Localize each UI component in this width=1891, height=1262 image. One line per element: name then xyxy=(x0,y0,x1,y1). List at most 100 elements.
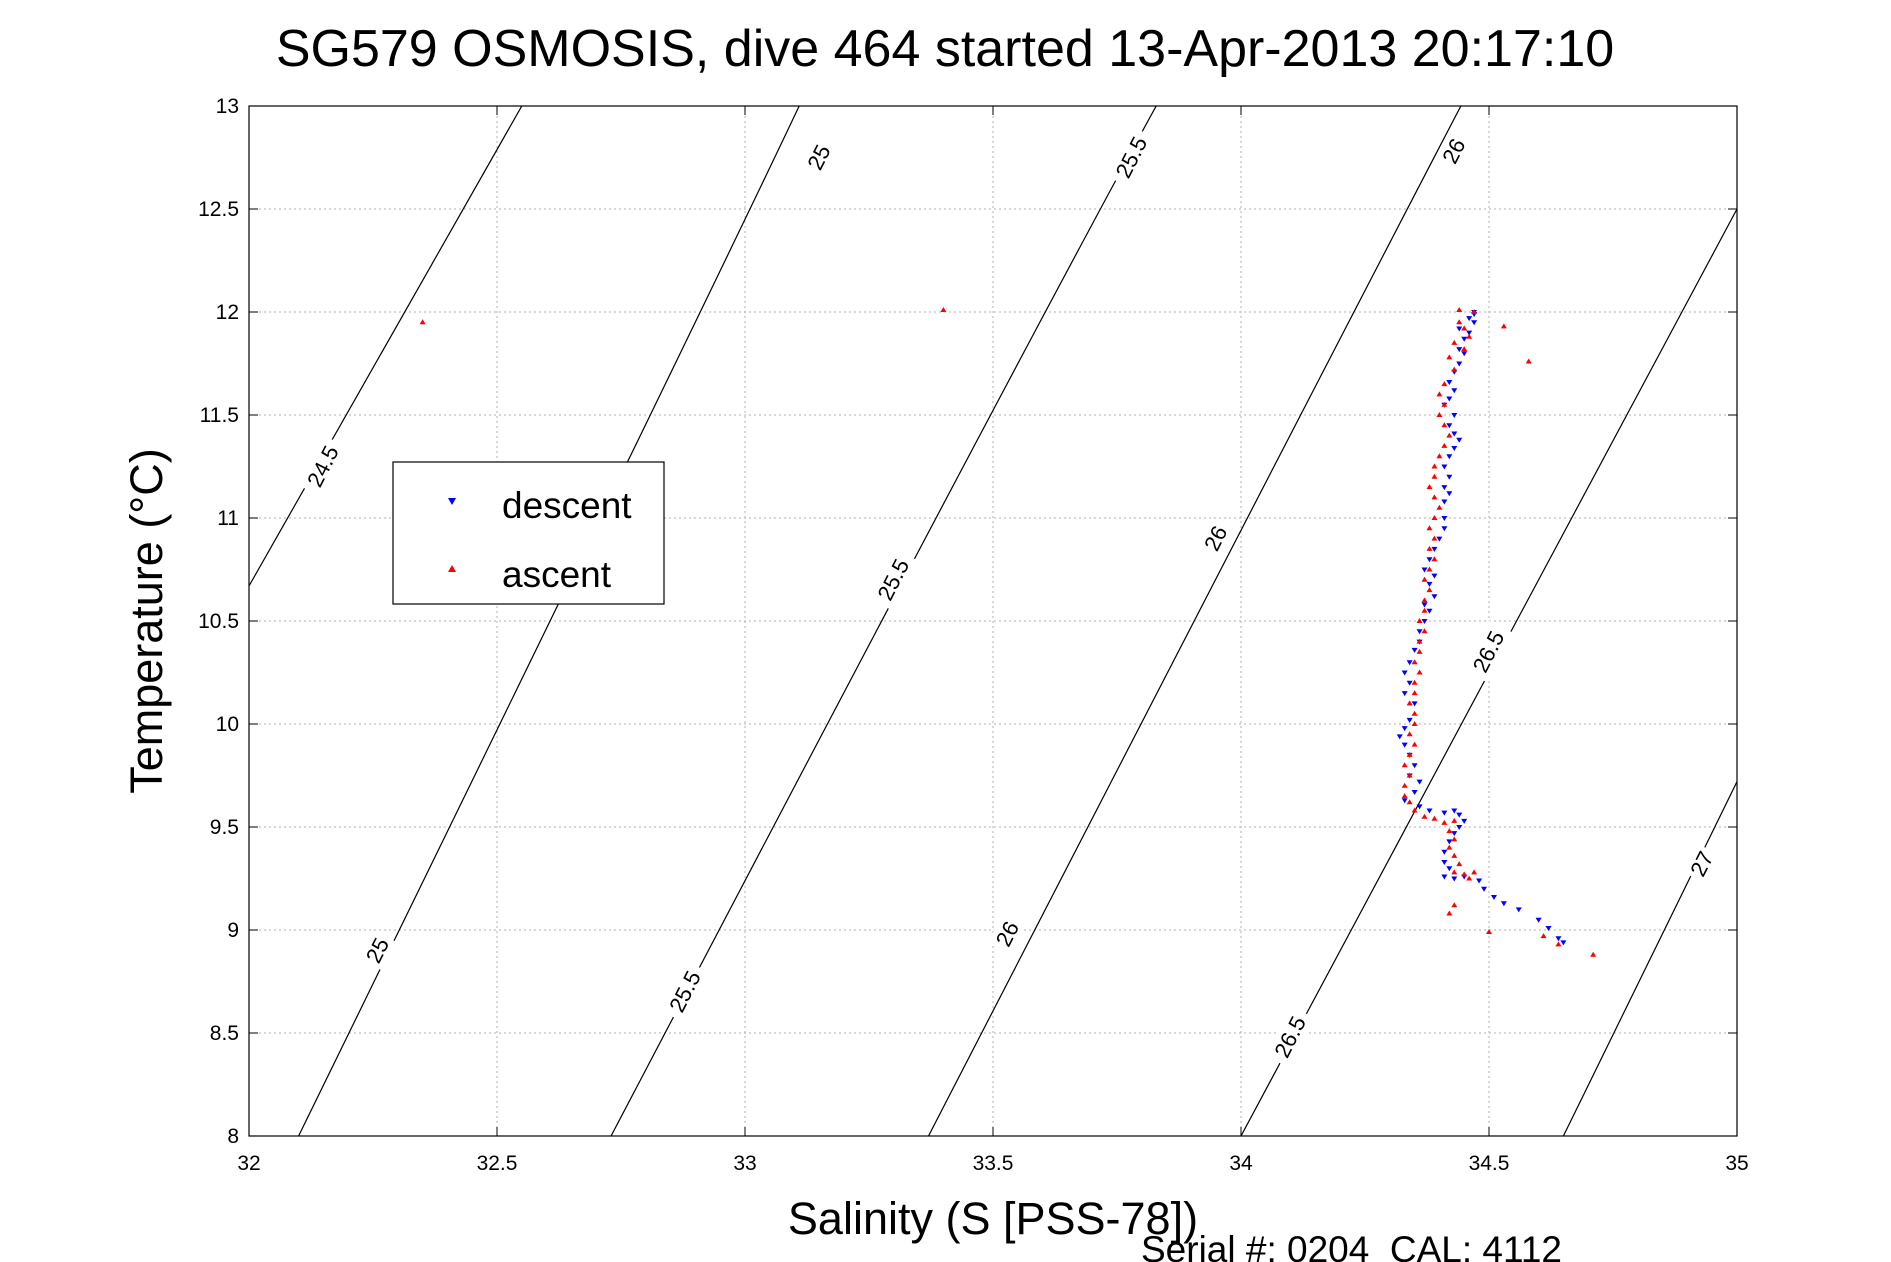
ascent-point xyxy=(1431,815,1438,821)
ascent-point xyxy=(1436,412,1443,417)
ascent-point xyxy=(1446,844,1453,850)
ascent-point xyxy=(1426,545,1433,551)
descent-point xyxy=(1416,629,1423,635)
ascent-point xyxy=(1431,535,1438,541)
descent-point xyxy=(1441,499,1448,505)
legend-box xyxy=(392,461,665,605)
y-tick-label: 12.5 xyxy=(198,198,239,221)
ascent-point xyxy=(1446,432,1453,438)
ascent-point xyxy=(1426,525,1433,531)
ascent-point xyxy=(419,319,426,325)
ascent-point xyxy=(940,306,947,312)
ascent-point xyxy=(1461,871,1468,877)
legend-marker-ascent xyxy=(448,565,456,572)
x-tick-label: 33 xyxy=(733,1152,756,1175)
descent-point xyxy=(1490,895,1497,901)
ascent-point xyxy=(1406,751,1413,757)
ascent-point xyxy=(1421,813,1428,819)
descent-point xyxy=(1416,804,1423,810)
descent-point xyxy=(1441,526,1448,532)
descent-point xyxy=(1466,330,1473,336)
ascent-point xyxy=(1471,869,1478,875)
descent-point xyxy=(1441,464,1448,470)
descent-point xyxy=(1411,763,1418,769)
ascent-point xyxy=(1406,799,1413,805)
ascent-point xyxy=(1456,861,1463,867)
ascent-point xyxy=(1426,587,1433,593)
descent-point xyxy=(1451,831,1458,837)
ascent-point xyxy=(1451,902,1458,908)
descent-point xyxy=(1401,726,1408,732)
descent-point xyxy=(1431,546,1438,552)
ascent-point xyxy=(1590,951,1597,957)
descent-point xyxy=(1426,557,1433,563)
descent-point xyxy=(1421,567,1428,573)
ascent-point xyxy=(1431,494,1438,500)
x-tick-label: 33.5 xyxy=(973,1152,1014,1175)
descent-point xyxy=(1426,581,1433,587)
descent-point xyxy=(1456,825,1463,830)
descent-point xyxy=(1441,810,1448,816)
descent-point xyxy=(1436,536,1443,542)
ascent-point xyxy=(1456,306,1463,312)
ascent-point xyxy=(1500,323,1507,329)
descent-point xyxy=(1461,336,1468,342)
ascent-point xyxy=(1426,566,1433,572)
y-tick-label: 8 xyxy=(227,1125,239,1148)
descent-point xyxy=(1451,413,1458,418)
ascent-point xyxy=(1416,618,1423,623)
ascent-point xyxy=(1555,941,1562,947)
ascent-point xyxy=(1446,910,1453,916)
x-axis-label: Salinity (S [PSS-78]) xyxy=(788,1193,1198,1244)
y-tick-label: 11.5 xyxy=(200,404,239,427)
ascent-point xyxy=(1416,669,1423,675)
ascent-point xyxy=(1461,346,1468,352)
ascent-point xyxy=(1451,817,1458,823)
descent-point xyxy=(1446,396,1453,402)
ascent-point xyxy=(1451,869,1458,875)
descent-point xyxy=(1461,351,1468,357)
descent-point xyxy=(1401,798,1408,804)
series-ascent xyxy=(419,306,1597,957)
descent-point xyxy=(1456,361,1463,367)
y-tick-label: 10.5 xyxy=(198,610,239,633)
descent-point xyxy=(1426,808,1433,814)
descent-point xyxy=(1451,808,1458,814)
ascent-point xyxy=(1421,628,1428,634)
ascent-point xyxy=(1466,333,1473,339)
ascent-point xyxy=(1421,576,1428,582)
ascent-point xyxy=(1401,762,1408,768)
ascent-point xyxy=(1431,515,1438,520)
ascent-point xyxy=(1416,648,1423,654)
descent-point xyxy=(1446,839,1453,845)
ascent-point xyxy=(1431,463,1438,469)
ascent-point xyxy=(1446,828,1453,834)
ascent-point xyxy=(1441,401,1448,407)
descent-point xyxy=(1515,907,1522,913)
axis-ticks: 32 32.5 33 33.5 34 34.5 35 8 8.5 9 9.5 10 10.5 11 11.5… xyxy=(198,95,1749,1175)
contour-line xyxy=(927,106,1465,1136)
ascent-point xyxy=(1406,772,1413,778)
ascent-point xyxy=(1406,700,1413,706)
descent-point xyxy=(1535,917,1542,923)
descent-point xyxy=(1431,594,1438,600)
ascent-point xyxy=(1461,325,1468,331)
descent-point xyxy=(1446,423,1453,429)
descent-point xyxy=(1406,717,1413,723)
ascent-point xyxy=(1471,309,1478,314)
ascent-point xyxy=(1401,782,1408,788)
descent-point xyxy=(1426,608,1433,614)
y-tick-label: 10 xyxy=(216,713,239,736)
descent-point xyxy=(1456,437,1463,443)
descent-point xyxy=(1446,491,1453,497)
descent-point xyxy=(1441,860,1448,866)
legend: descent ascent xyxy=(392,461,665,605)
descent-point xyxy=(1451,876,1458,882)
ascent-point xyxy=(1436,453,1443,459)
ascent-point xyxy=(1525,358,1532,364)
x-tick-label: 35 xyxy=(1725,1152,1748,1175)
descent-point xyxy=(1461,818,1468,824)
ascent-point xyxy=(1441,442,1448,448)
descent-point xyxy=(1411,701,1418,707)
ascent-point xyxy=(1540,933,1547,939)
